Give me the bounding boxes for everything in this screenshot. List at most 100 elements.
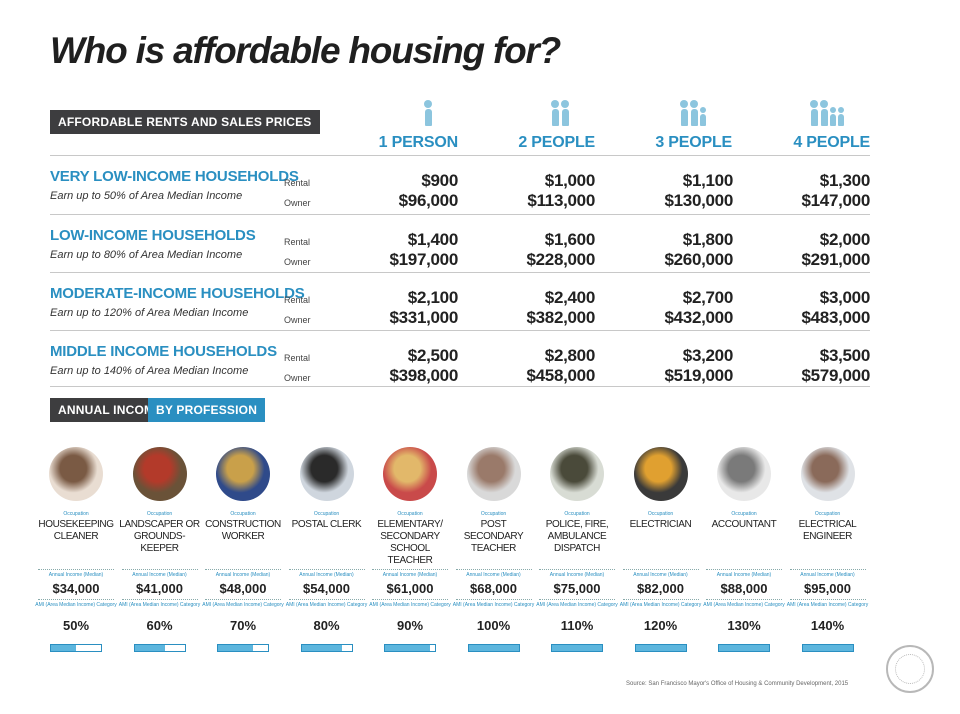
- owner-price: $432,000: [664, 308, 733, 327]
- profession-photo: [466, 447, 521, 501]
- divider: [121, 599, 198, 600]
- ami-caption: AMI (Area Median Income) Category: [619, 602, 702, 608]
- ami-caption: AMI (Area Median Income) Category: [118, 602, 201, 608]
- profession-photo: [800, 447, 855, 501]
- divider: [205, 599, 281, 600]
- divider: [539, 569, 615, 570]
- owner-price: $579,000: [801, 366, 870, 385]
- household-income-limit: Earn up to 80% of Area Median Income: [50, 249, 243, 261]
- profession-card: Occupation POST SECONDARY TEACHER Annual I…: [452, 447, 536, 652]
- owner-price: $331,000: [389, 308, 458, 327]
- one-person-icon: [318, 88, 458, 126]
- ami-progress-bar: [50, 644, 102, 652]
- divider: [205, 569, 281, 570]
- occupation-caption: Occupation: [313, 511, 340, 517]
- occupation-caption: Occupation: [564, 511, 590, 517]
- profession-name: ELEMENTARY/ SECONDARY SCHOOL TEACHER: [377, 519, 443, 566]
- divider: [38, 599, 114, 600]
- column-header-4: 4 PEOPLE: [730, 88, 870, 152]
- owner-price: $197,000: [389, 250, 458, 269]
- profession-photo: [216, 447, 270, 501]
- profession-card: Occupation POSTAL CLERK Annual Income (Med…: [285, 447, 369, 652]
- divider: [622, 599, 699, 600]
- ami-percentage: 140%: [810, 618, 845, 633]
- profession-photo: [717, 447, 771, 501]
- table-row: VERY LOW-INCOME HOUSEHOLDS Earn up to 50%…: [50, 155, 870, 214]
- rental-price: $1,800: [682, 230, 734, 249]
- income-caption: Annual Income (Median): [132, 572, 187, 578]
- owner-price: $458,000: [526, 366, 595, 385]
- divider: [455, 569, 532, 570]
- divider: [288, 599, 365, 600]
- two-people-icon: [455, 88, 595, 126]
- profession-card: Occupation POLICE, FIRE, AMBULANCE DISPAT…: [535, 447, 619, 652]
- profession-photo: [49, 447, 103, 501]
- ami-progress-bar: [551, 644, 603, 652]
- ami-caption: AMI (Area Median Income) Category: [285, 602, 368, 608]
- ami-percentage: 110%: [560, 618, 594, 633]
- divider: [372, 569, 448, 570]
- ami-caption: AMI (Area Median Income) Category: [786, 602, 869, 608]
- profession-card: Occupation CONSTRUCTION WORKER Annual Inco…: [201, 447, 285, 652]
- owner-price: $130,000: [664, 191, 733, 210]
- profession-income: $48,000: [219, 581, 267, 596]
- household-category: MIDDLE INCOME HOUSEHOLDS: [50, 343, 277, 360]
- ami-progress-bar: [467, 644, 520, 652]
- owner-price: $147,000: [801, 191, 870, 210]
- profession-income: $68,000: [470, 581, 517, 596]
- rental-label: Rental: [284, 237, 311, 247]
- column-label: 1 PERSON: [378, 134, 459, 151]
- owner-price: $519,000: [664, 366, 733, 385]
- household-category: MODERATE-INCOME HOUSEHOLDS: [50, 285, 305, 302]
- ami-percentage: 50%: [62, 618, 90, 633]
- occupation-caption: Occupation: [230, 511, 256, 517]
- profession-name: ACCOUNTANT: [711, 519, 777, 530]
- divider: [121, 569, 198, 570]
- income-caption: Annual Income (Median): [800, 572, 855, 578]
- ami-percentage: 120%: [643, 618, 678, 633]
- household-category: VERY LOW-INCOME HOUSEHOLDS: [50, 168, 299, 185]
- column-header-2: 2 PEOPLE: [455, 88, 595, 152]
- rental-price: $1,300: [819, 171, 871, 190]
- household-income-limit: Earn up to 120% of Area Median Income: [50, 307, 249, 319]
- profession-card: Occupation LANDSCAPER OR GROUNDS-KEEPER An…: [118, 447, 202, 652]
- income-caption: Annual Income (Median): [716, 572, 772, 578]
- profession-name: HOUSEKEEPING CLEANER: [38, 519, 114, 542]
- city-seal-icon: [886, 645, 934, 693]
- owner-price: $291,000: [801, 250, 870, 269]
- profession-income: $34,000: [52, 581, 100, 596]
- owner-price: $398,000: [389, 366, 458, 385]
- section-label-by-profession: BY PROFESSION: [148, 398, 266, 422]
- column-label: 3 PEOPLE: [655, 134, 732, 151]
- column-label: 2 PEOPLE: [518, 134, 595, 151]
- ami-percentage: 80%: [313, 618, 340, 633]
- profession-card: Occupation ELEMENTARY/ SECONDARY SCHOOL T…: [368, 447, 452, 652]
- rental-label: Rental: [284, 178, 311, 188]
- profession-photo: [550, 447, 604, 501]
- profession-income: $61,000: [386, 581, 434, 596]
- owner-label: Owner: [284, 257, 311, 267]
- owner-price: $96,000: [398, 191, 459, 210]
- table-row: MIDDLE INCOME HOUSEHOLDS Earn up to 140% …: [50, 330, 870, 389]
- rental-price: $1,400: [407, 230, 459, 249]
- income-caption: Annual Income (Median): [466, 572, 521, 578]
- owner-price: $228,000: [526, 250, 595, 269]
- three-people-icon: [592, 88, 732, 126]
- profession-income: $82,000: [637, 581, 684, 596]
- income-caption: Annual Income (Median): [299, 572, 354, 578]
- profession-income: $88,000: [720, 581, 768, 596]
- occupation-caption: Occupation: [397, 511, 423, 517]
- rental-price: $900: [421, 171, 458, 190]
- divider: [372, 599, 448, 600]
- section-label-affordable-prices: AFFORDABLE RENTS AND SALES PRICES: [50, 110, 320, 134]
- profession-name: POLICE, FIRE, AMBULANCE DISPATCH: [545, 519, 609, 554]
- profession-name: POSTAL CLERK: [291, 519, 362, 530]
- divider: [539, 599, 615, 600]
- rental-price: $2,800: [544, 346, 596, 365]
- rental-price: $2,700: [682, 288, 734, 307]
- ami-progress-bar: [801, 644, 854, 652]
- rental-price: $1,600: [544, 230, 596, 249]
- profession-card: Occupation ACCOUNTANT Annual Income (Media…: [702, 447, 786, 652]
- ami-progress-bar: [718, 644, 770, 652]
- table-row: MODERATE-INCOME HOUSEHOLDS Earn up to 120…: [50, 272, 870, 331]
